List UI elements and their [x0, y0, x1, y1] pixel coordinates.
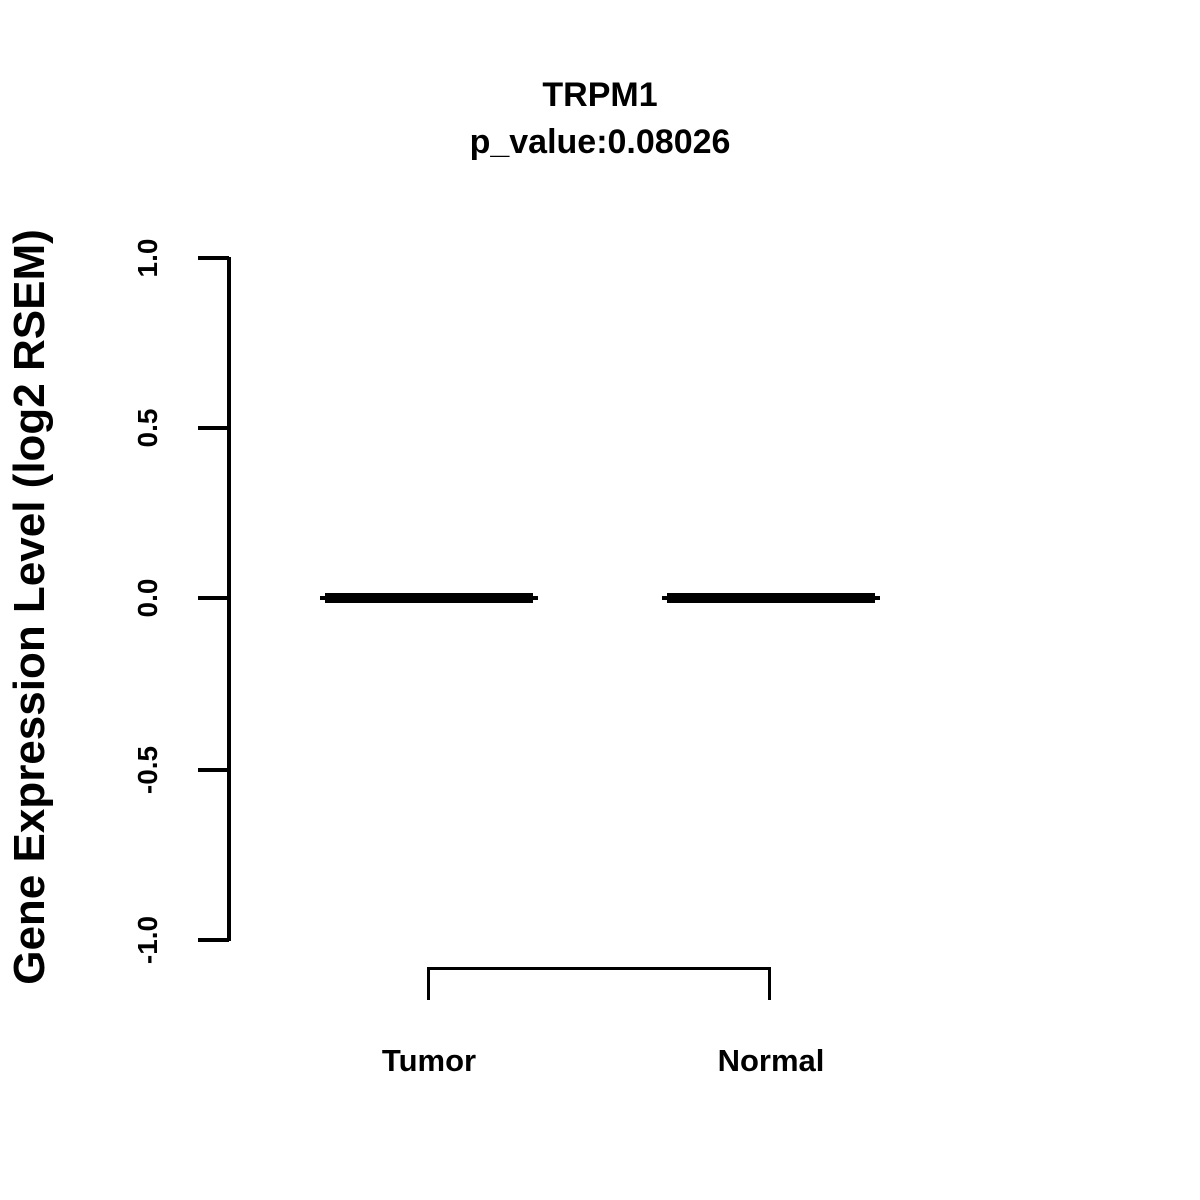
y-axis-tick	[198, 596, 229, 600]
y-axis-tick	[198, 768, 229, 772]
y-tick-label: 0.0	[132, 578, 163, 618]
boxplot-median-normal	[662, 593, 880, 603]
boxplot-median-tumor	[320, 593, 538, 603]
y-tick-label: -0.5	[132, 745, 163, 795]
x-category-label-tumor: Tumor	[381, 1043, 477, 1078]
y-axis-tick	[198, 256, 229, 260]
y-tick-label: 1.0	[132, 238, 163, 278]
y-tick-label: 0.5	[132, 408, 163, 448]
chart-subtitle-pvalue: p_value:0.08026	[469, 123, 731, 161]
chart-title-block: TRPM1 p_value:0.08026	[0, 72, 1200, 166]
y-axis-tick	[198, 938, 229, 942]
x-category-label-normal: Normal	[717, 1043, 825, 1078]
y-axis-tick	[198, 426, 229, 430]
comparison-bracket	[427, 967, 771, 1000]
y-axis-label: Gene Expression Level (log2 RSEM)	[5, 229, 54, 985]
chart-title: TRPM1	[542, 76, 658, 114]
y-tick-label: -1.0	[132, 915, 163, 965]
y-axis-line	[227, 257, 231, 941]
